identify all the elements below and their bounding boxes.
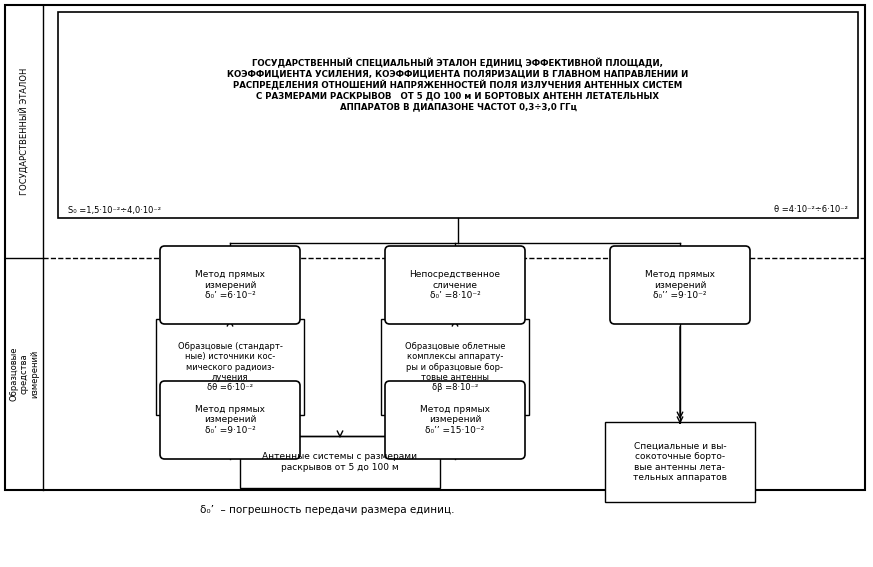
Text: Метод прямых
измерений
δ₀’ =9·10⁻²: Метод прямых измерений δ₀’ =9·10⁻² xyxy=(195,405,265,435)
FancyBboxPatch shape xyxy=(610,246,750,324)
FancyBboxPatch shape xyxy=(160,246,300,324)
Text: Специальные и вы-
сокоточные борто-
вые антенны лета-
тельных аппаратов: Специальные и вы- сокоточные борто- вые … xyxy=(633,442,727,482)
Text: Образцовые (стандарт-
ные) источники кос-
мического радиоиз-
лучения
δθ =6·10⁻²: Образцовые (стандарт- ные) источники кос… xyxy=(177,342,283,392)
FancyBboxPatch shape xyxy=(385,246,525,324)
Bar xyxy=(240,436,440,488)
Text: Метод прямых
измерений
δ₀’ =6·10⁻²: Метод прямых измерений δ₀’ =6·10⁻² xyxy=(195,270,265,300)
Text: Непосредственное
сличение
δ₀’ =8·10⁻²: Непосредственное сличение δ₀’ =8·10⁻² xyxy=(409,270,500,300)
Bar xyxy=(156,319,304,415)
Text: Антенные системы с размерами
раскрывов от 5 до 100 м: Антенные системы с размерами раскрывов о… xyxy=(263,452,417,472)
Bar xyxy=(605,422,755,502)
Text: Образцовые
средства
измерений: Образцовые средства измерений xyxy=(9,347,39,401)
Bar xyxy=(5,5,865,490)
Bar xyxy=(381,319,529,415)
Text: S₀ =1,5·10⁻²÷4,0·10⁻²: S₀ =1,5·10⁻²÷4,0·10⁻² xyxy=(68,205,161,214)
Text: θ =4·10⁻²÷6·10⁻²: θ =4·10⁻²÷6·10⁻² xyxy=(774,205,848,214)
Text: δ₀’  – погрешность передачи размера единиц.: δ₀’ – погрешность передачи размера едини… xyxy=(200,505,455,515)
Text: Образцовые облетные
комплексы аппарату-
ры и образцовые бор-
товые антенны
δβ =8: Образцовые облетные комплексы аппарату- … xyxy=(405,342,505,392)
FancyBboxPatch shape xyxy=(385,381,525,459)
Text: Метод прямых
измерений
δ₀’’ =15·10⁻²: Метод прямых измерений δ₀’’ =15·10⁻² xyxy=(420,405,490,435)
Bar xyxy=(58,12,858,218)
Text: ГОСУДАРСТВЕННЫЙ СПЕЦИАЛЬНЫЙ ЭТАЛОН ЕДИНИЦ ЭФФЕКТИВНОЙ ПЛОЩАДИ,
КОЭФФИЦИЕНТА УСИЛ: ГОСУДАРСТВЕННЫЙ СПЕЦИАЛЬНЫЙ ЭТАЛОН ЕДИНИ… xyxy=(227,58,689,111)
Text: ГОСУДАРСТВЕННЫЙ ЭТАЛОН: ГОСУДАРСТВЕННЫЙ ЭТАЛОН xyxy=(19,68,29,195)
Text: Метод прямых
измерений
δ₀’’ =9·10⁻²: Метод прямых измерений δ₀’’ =9·10⁻² xyxy=(645,270,715,300)
FancyBboxPatch shape xyxy=(160,381,300,459)
